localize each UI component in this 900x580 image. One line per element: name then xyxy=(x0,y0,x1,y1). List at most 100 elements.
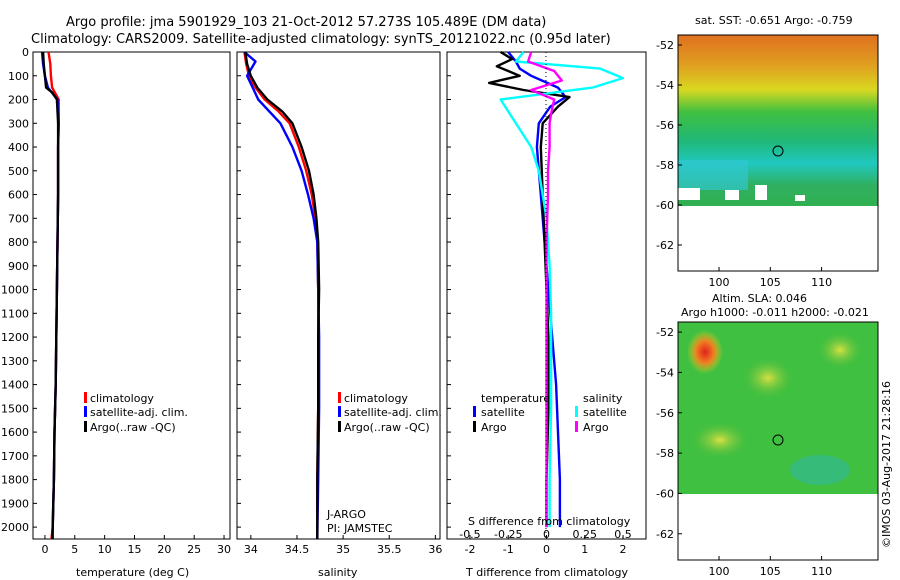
sst-missing-data xyxy=(755,185,767,200)
x-tick-label: 0 xyxy=(41,543,48,556)
legend-label: satellite-adj. clim. xyxy=(344,406,442,419)
s-diff-tick-label: -0.25 xyxy=(494,528,522,541)
map-y-tick-label: -54 xyxy=(656,79,674,92)
sal-profile-lines xyxy=(243,51,321,540)
sal-x-axis: 34 34.5 35 35.5 36 xyxy=(244,535,442,556)
map-x-tick-label: 110 xyxy=(811,276,832,289)
legend-swatch-climatology xyxy=(84,392,87,403)
legend-title-salinity: salinity xyxy=(583,392,623,405)
x-tick-label: 36 xyxy=(428,543,442,556)
depth-tick-label: 1200 xyxy=(1,331,29,344)
legend-swatch-satellite xyxy=(84,406,87,417)
sla-high-anomaly xyxy=(687,330,723,374)
map1-frame xyxy=(677,34,879,272)
x-tick-label: 34.5 xyxy=(285,543,310,556)
map-x-tick-label: 100 xyxy=(709,565,730,578)
depth-tick-label: 0 xyxy=(22,46,29,59)
sla-map xyxy=(677,321,879,561)
map-x-tick-label: 105 xyxy=(760,565,781,578)
depth-tick-label: 900 xyxy=(8,260,29,273)
sal-panel-frame xyxy=(236,51,441,540)
x-tick-label: 35.5 xyxy=(377,543,402,556)
depth-tick-label: 1400 xyxy=(1,379,29,392)
x-tick-label: 0 xyxy=(543,543,550,556)
diff-top-xlabel: S difference from climatology xyxy=(468,515,631,528)
map-y-tick-label: -58 xyxy=(656,447,674,460)
legend-label: satellite-adj. clim. xyxy=(90,406,188,419)
legend-title-temperature: temperature xyxy=(481,392,550,405)
s-diff-tick-label: -0.5 xyxy=(459,528,480,541)
diff-profile-lines xyxy=(487,50,625,528)
sal-legend: climatology satellite-adj. clim. Argo(..… xyxy=(338,392,442,434)
diff-xlabel: T difference from climatology xyxy=(465,566,628,579)
temp-legend: climatology satellite-adj. clim. Argo(..… xyxy=(84,392,188,434)
x-tick-label: 20 xyxy=(157,543,171,556)
s-diff-tick-label: 0.5 xyxy=(614,528,632,541)
map-y-tick-label: -60 xyxy=(656,199,674,212)
argo-location-marker xyxy=(772,145,784,157)
series-line-argo xyxy=(487,50,571,528)
legend-swatch-t-argo xyxy=(473,421,476,432)
legend-swatch-argo xyxy=(338,421,341,432)
map-y-tick-label: -60 xyxy=(656,487,674,500)
map-y-tick-label: -58 xyxy=(656,159,674,172)
depth-tick-label: 1600 xyxy=(1,426,29,439)
map1-axes: -52 -54 -56 -58 -60 -62 100 105 110 xyxy=(656,39,832,289)
depth-tick-label: 1500 xyxy=(1,402,29,415)
x-tick-label: -1 xyxy=(503,543,514,556)
diff-x-axis: -2 -1 0 1 2 xyxy=(464,535,627,556)
x-tick-label: 25 xyxy=(187,543,201,556)
map-y-tick-label: -56 xyxy=(656,407,674,420)
depth-tick-label: 500 xyxy=(8,165,29,178)
depth-tick-label: 700 xyxy=(8,212,29,225)
map-y-tick-label: -52 xyxy=(656,39,674,52)
depth-tick-label: 2000 xyxy=(1,521,29,534)
depth-tick-label: 1700 xyxy=(1,450,29,463)
legend-swatch-argo xyxy=(84,421,87,432)
sal-xlabel: salinity xyxy=(318,566,358,579)
depth-axis: 0 100 200 300 400 500 600 700 800 900 1000 1100 1200… xyxy=(1,46,451,534)
argo-location-marker xyxy=(772,434,784,446)
legend-swatch-s-argo xyxy=(575,421,578,432)
map-y-tick-label: -62 xyxy=(656,239,674,252)
sst-missing-data xyxy=(678,188,700,200)
depth-tick-label: 100 xyxy=(8,70,29,83)
diff-top-axis: -0.5 -0.25 0 0.25 0.5 xyxy=(459,528,632,541)
depth-tick-label: 400 xyxy=(8,141,29,154)
series-line-satellite xyxy=(507,51,567,528)
x-tick-label: -2 xyxy=(464,543,475,556)
depth-tick-label: 300 xyxy=(8,117,29,130)
x-tick-label: 30 xyxy=(217,543,231,556)
map-y-tick-label: -52 xyxy=(656,326,674,339)
map-y-tick-label: -62 xyxy=(656,528,674,541)
series-line-satellite-adj-clim xyxy=(243,51,321,540)
x-tick-label: 10 xyxy=(98,543,112,556)
series-line-argo xyxy=(526,51,563,528)
map-y-tick-label: -54 xyxy=(656,366,674,379)
map2-title-line1: Altim. SLA: 0.046 xyxy=(712,292,807,305)
figure-title-line1: Argo profile: jma 5901929_103 21-Oct-201… xyxy=(66,15,546,30)
temp-profile-lines xyxy=(40,51,60,540)
legend-label: Argo xyxy=(583,421,609,434)
sla-anomaly xyxy=(692,422,748,458)
x-tick-label: 1 xyxy=(581,543,588,556)
figure-title-line2: Climatology: CARS2009. Satellite-adjuste… xyxy=(31,32,611,47)
legend-label: climatology xyxy=(344,392,408,405)
depth-tick-label: 1100 xyxy=(1,307,29,320)
diff-legend: temperature salinity satellite Argo sate… xyxy=(473,392,627,434)
depth-tick-label: 1800 xyxy=(1,474,29,487)
legend-swatch-t-satellite xyxy=(473,406,476,417)
sla-anomaly xyxy=(743,358,793,398)
legend-label: satellite xyxy=(583,406,627,419)
sst-map xyxy=(677,34,879,272)
legend-label: satellite xyxy=(481,406,525,419)
map2-axes: -52 -54 -56 -58 -60 -62 100 105 110 xyxy=(656,326,832,578)
map-x-tick-label: 100 xyxy=(709,276,730,289)
map-x-tick-label: 110 xyxy=(811,565,832,578)
depth-tick-label: 1000 xyxy=(1,284,29,297)
depth-tick-label: 200 xyxy=(8,94,29,107)
sal-note-pi: PI: JAMSTEC xyxy=(327,522,393,535)
x-tick-label: 15 xyxy=(127,543,141,556)
